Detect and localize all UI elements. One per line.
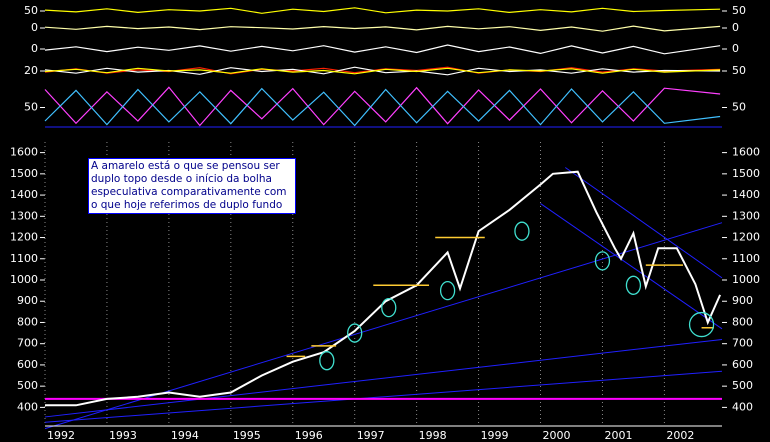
x-tick-label: 1996 — [295, 429, 323, 442]
x-tick-label: 1992 — [47, 429, 75, 442]
y-tick-label-right: 1000 — [732, 273, 760, 286]
series-line — [44, 87, 721, 127]
x-tick-label: 1993 — [109, 429, 137, 442]
y-tick-label: 900 — [17, 294, 38, 307]
series-line — [44, 67, 721, 75]
y-tick-label-right: 1400 — [732, 188, 760, 201]
y-tick-label: 1000 — [10, 273, 38, 286]
y-tick-label: 20 — [24, 64, 38, 77]
y-tick-label-right: 800 — [732, 315, 753, 328]
y-tick-label: 600 — [17, 358, 38, 371]
highlight-circle — [319, 351, 335, 371]
y-tick-label: 50 — [24, 101, 38, 114]
y-tick-label-right: 1100 — [732, 252, 760, 265]
y-tick-label: 0 — [31, 21, 38, 34]
y-tick-label-right: 900 — [732, 294, 753, 307]
y-tick-label-right: 400 — [732, 400, 753, 413]
y-tick-label-right: 1600 — [732, 146, 760, 159]
x-tick-label: 1995 — [233, 429, 261, 442]
x-tick-label: 1997 — [357, 429, 385, 442]
highlight-circle — [688, 311, 715, 338]
y-tick-label: 1500 — [10, 167, 38, 180]
y2-tick-label: 0 — [732, 21, 739, 34]
x-tick-label: 2000 — [543, 429, 571, 442]
y-tick-label-right: 1200 — [732, 231, 760, 244]
x-tick-label: 1998 — [419, 429, 447, 442]
y-tick-label-right: 500 — [732, 379, 753, 392]
series-line — [44, 7, 721, 14]
y-tick-label: 700 — [17, 337, 38, 350]
annotation-line: o que hoje referimos de duplo fundo — [91, 199, 283, 211]
series-line — [44, 25, 721, 32]
series-line — [45, 170, 722, 407]
y-tick-label: 1400 — [10, 188, 38, 201]
y-tick-label: 400 — [17, 400, 38, 413]
highlight-circle — [439, 280, 456, 301]
trend-line — [540, 203, 723, 330]
y-tick-label: 1200 — [10, 231, 38, 244]
x-tick-label: 1994 — [171, 429, 199, 442]
y-tick-label-right: 600 — [732, 358, 753, 371]
y-tick-label: 1600 — [10, 146, 38, 159]
highlight-circle — [594, 251, 611, 271]
highlight-circle — [347, 323, 363, 343]
annotation-line: especulativa comparativamente com — [91, 186, 287, 198]
y-tick-label-right: 1500 — [732, 167, 760, 180]
y-tick-label-right: 700 — [732, 337, 753, 350]
annotation-line: A amarelo está o que se pensou ser — [91, 160, 280, 172]
y2-tick-label: 50 — [732, 4, 746, 17]
y2-tick-label: 50 — [732, 101, 746, 114]
trend-line — [44, 370, 723, 423]
series-line — [44, 44, 721, 55]
y2-tick-label: 50 — [732, 64, 746, 77]
y-tick-label: 500 — [17, 379, 38, 392]
x-tick-label: 2001 — [604, 429, 632, 442]
annotation: A amarelo está o que se pensou ser duplo … — [88, 158, 296, 214]
highlight-circle — [625, 275, 642, 295]
annotation-line: duplo topo desde o início da bolha — [91, 173, 272, 185]
highlight-circle — [514, 221, 530, 241]
y-tick-label: 800 — [17, 315, 38, 328]
y-tick-label-right: 1300 — [732, 209, 760, 222]
y-tick-label: 1100 — [10, 252, 38, 265]
y-tick-label: 50 — [24, 4, 38, 17]
y-tick-label: 1300 — [10, 209, 38, 222]
y2-tick-label: 0 — [732, 42, 739, 55]
trend-line — [565, 167, 723, 279]
highlight-circle — [381, 297, 397, 318]
trend-line — [44, 338, 723, 418]
y-tick-label: 0 — [31, 42, 38, 55]
x-tick-label: 2002 — [666, 429, 694, 442]
x-tick-label: 1999 — [481, 429, 509, 442]
